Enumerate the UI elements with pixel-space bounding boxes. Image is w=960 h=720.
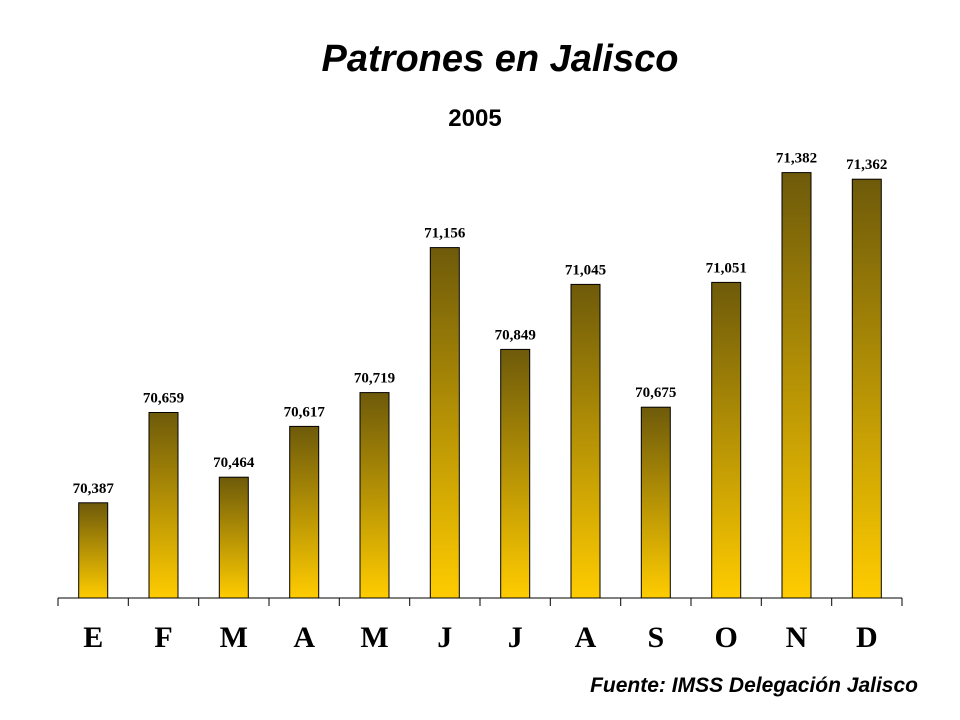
value-label-8: 71,045 [565, 262, 606, 278]
value-labels-group: 70,387 70,659 70,464 70,617 70,719 71,156 70,8… [73, 151, 888, 497]
value-label-9: 70,675 [635, 385, 676, 401]
bar-9 [640, 406, 671, 599]
category-label-10: O [715, 621, 738, 654]
value-label-5: 70,719 [354, 371, 395, 387]
category-label-12: D [856, 621, 878, 654]
category-label-4: A [293, 621, 315, 654]
bar-6 [429, 247, 460, 599]
value-label-1: 70,387 [73, 481, 115, 497]
x-axis [57, 597, 903, 606]
category-label-11: N [786, 621, 808, 654]
bar-2 [148, 412, 179, 599]
bar-4 [289, 425, 320, 599]
category-label-6: J [437, 621, 452, 654]
category-label-1: E [83, 621, 103, 654]
bar-5 [359, 392, 390, 599]
value-label-12: 71,362 [846, 157, 887, 173]
bar-3 [218, 476, 249, 599]
category-label-5: M [360, 621, 388, 654]
category-label-3: M [220, 621, 248, 654]
value-label-2: 70,659 [143, 391, 184, 407]
chart-subtitle: 2005 [448, 105, 502, 132]
category-label-2: F [154, 621, 172, 654]
bar-8 [570, 283, 601, 599]
value-label-6: 71,156 [424, 226, 466, 242]
bar-7 [500, 348, 531, 599]
chart-title: Patrones en Jalisco [321, 38, 679, 80]
category-label-7: J [508, 621, 523, 654]
source-note: Fuente: IMSS Delegación Jalisco [590, 674, 918, 697]
value-label-3: 70,464 [213, 455, 255, 471]
category-label-8: A [575, 621, 597, 654]
bars-group [78, 172, 882, 599]
category-label-9: S [647, 621, 664, 654]
bar-1 [78, 502, 109, 599]
value-label-7: 70,849 [495, 327, 536, 343]
value-label-4: 70,617 [284, 404, 326, 420]
value-label-11: 71,382 [776, 151, 817, 167]
value-label-10: 71,051 [706, 260, 747, 276]
bar-10 [711, 281, 742, 599]
bar-11 [781, 172, 812, 599]
bar-12 [851, 178, 882, 599]
